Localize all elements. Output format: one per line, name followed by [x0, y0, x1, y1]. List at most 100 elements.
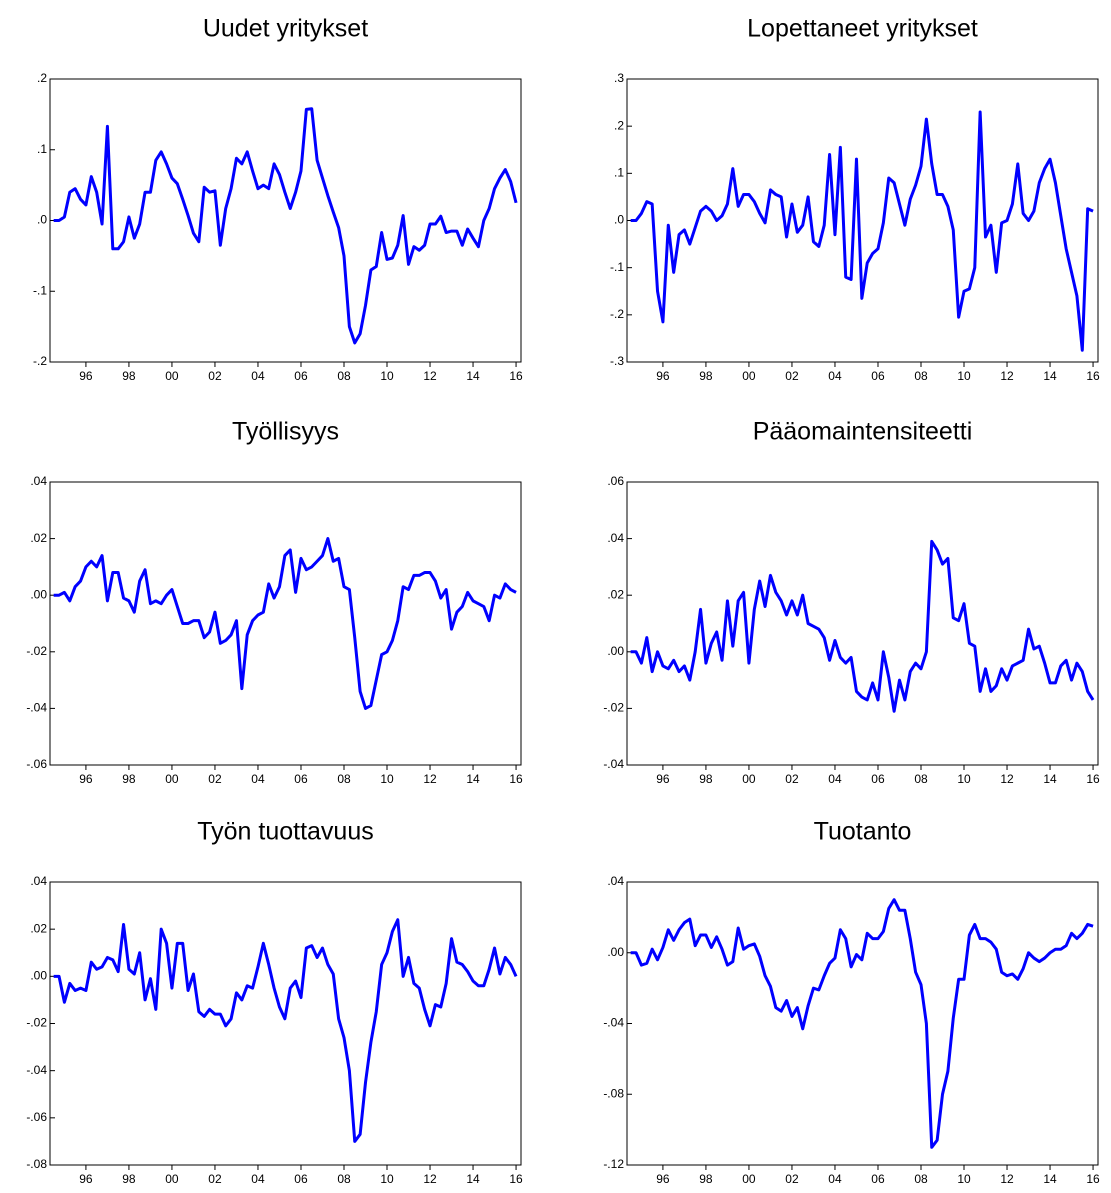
x-tick-label: 16 [1086, 772, 1100, 786]
x-tick-label: 96 [656, 1172, 670, 1186]
y-tick-label: .04 [607, 874, 624, 888]
x-tick-label: 00 [742, 369, 756, 383]
x-tick-label: 14 [466, 772, 480, 786]
x-tick-label: 12 [423, 369, 437, 383]
chart-title: Työn tuottavuus [197, 818, 374, 846]
y-tick-label: .00 [30, 587, 47, 601]
chart-title: Työllisyys [232, 418, 339, 446]
x-tick-label: 04 [828, 772, 842, 786]
plot-frame [49, 881, 522, 1166]
x-tick-label: 02 [208, 369, 222, 383]
x-tick-label: 12 [1000, 772, 1014, 786]
x-tick-label: 06 [871, 1172, 885, 1186]
x-tick-label: 16 [509, 1172, 523, 1186]
x-tick-label: 10 [380, 1172, 394, 1186]
x-tick-label: 00 [742, 772, 756, 786]
y-tick-label: .04 [30, 874, 47, 888]
y-tick-label: .3 [614, 71, 624, 85]
x-tick-label: 06 [294, 369, 308, 383]
x-tick-label: 98 [699, 369, 713, 383]
y-tick-label: .02 [607, 587, 624, 601]
y-tick-label: .00 [607, 945, 624, 959]
y-tick-label: -.02 [26, 1016, 47, 1030]
x-tick-label: 16 [509, 772, 523, 786]
y-tick-label: -.04 [603, 757, 624, 771]
x-tick-label: 14 [1043, 772, 1057, 786]
plot-frame [49, 481, 522, 766]
data-line [630, 539, 1095, 713]
x-tick-label: 06 [294, 1172, 308, 1186]
y-tick-label: -.04 [603, 1016, 624, 1030]
x-tick-label: 04 [251, 772, 265, 786]
y-tick-label: .04 [30, 474, 47, 488]
x-tick-label: 10 [957, 772, 971, 786]
chart-title: Tuotanto [814, 818, 912, 846]
y-tick-label: -.12 [603, 1157, 624, 1171]
x-tick-label: 12 [1000, 1172, 1014, 1186]
y-tick-label: -.04 [26, 1063, 47, 1077]
chart-title: Lopettaneet yritykset [747, 15, 978, 43]
y-tick-label: .02 [30, 531, 47, 545]
y-tick-label: .0 [37, 213, 47, 227]
x-tick-label: 08 [337, 369, 351, 383]
y-tick-label: .0 [614, 213, 624, 227]
y-tick-label: .00 [607, 644, 624, 658]
x-tick-label: 00 [165, 772, 179, 786]
x-tick-label: 98 [122, 369, 136, 383]
x-tick-label: 02 [785, 772, 799, 786]
x-tick-label: 96 [79, 1172, 93, 1186]
data-line [53, 918, 518, 1143]
x-tick-label: 10 [957, 1172, 971, 1186]
y-tick-label: -.08 [26, 1157, 47, 1171]
y-tick-label: -.04 [26, 701, 47, 715]
y-tick-label: -.02 [603, 701, 624, 715]
x-tick-label: 12 [1000, 369, 1014, 383]
y-tick-label: .1 [37, 142, 47, 156]
x-tick-label: 14 [1043, 369, 1057, 383]
y-tick-label: .1 [614, 166, 624, 180]
y-tick-label: -.06 [26, 757, 47, 771]
x-tick-label: 04 [828, 1172, 842, 1186]
x-tick-label: 16 [509, 369, 523, 383]
x-tick-label: 98 [699, 772, 713, 786]
y-tick-label: -.2 [33, 354, 47, 368]
x-tick-label: 08 [914, 772, 928, 786]
y-tick-label: .04 [607, 531, 624, 545]
x-tick-label: 12 [423, 772, 437, 786]
data-line [630, 898, 1094, 1149]
plot-frame [626, 481, 1099, 766]
x-tick-label: 96 [79, 772, 93, 786]
y-tick-label: .2 [614, 118, 624, 132]
x-tick-label: 00 [165, 1172, 179, 1186]
x-tick-label: 04 [251, 1172, 265, 1186]
x-tick-label: 14 [466, 369, 480, 383]
chart-title: Uudet yritykset [203, 15, 368, 43]
y-tick-label: -.1 [610, 260, 624, 274]
x-tick-label: 16 [1086, 1172, 1100, 1186]
x-tick-label: 00 [742, 1172, 756, 1186]
x-tick-label: 96 [656, 772, 670, 786]
x-tick-label: 06 [294, 772, 308, 786]
y-tick-label: -.02 [26, 644, 47, 658]
x-tick-label: 10 [380, 369, 394, 383]
x-tick-label: 10 [957, 369, 971, 383]
x-tick-label: 06 [871, 369, 885, 383]
plot-frame [49, 78, 522, 363]
x-tick-label: 08 [337, 772, 351, 786]
y-tick-label: -.2 [610, 307, 624, 321]
data-line [53, 537, 517, 710]
x-tick-label: 98 [699, 1172, 713, 1186]
x-tick-label: 04 [251, 369, 265, 383]
data-line [53, 107, 518, 345]
x-tick-label: 02 [208, 772, 222, 786]
plot-frame [626, 881, 1099, 1166]
x-tick-label: 14 [1043, 1172, 1057, 1186]
x-tick-label: 98 [122, 1172, 136, 1186]
chart-title: Pääomaintensiteetti [753, 418, 973, 446]
x-tick-label: 96 [79, 369, 93, 383]
data-line [630, 110, 1094, 352]
x-tick-label: 10 [380, 772, 394, 786]
x-tick-label: 02 [208, 1172, 222, 1186]
y-tick-label: .00 [30, 969, 47, 983]
